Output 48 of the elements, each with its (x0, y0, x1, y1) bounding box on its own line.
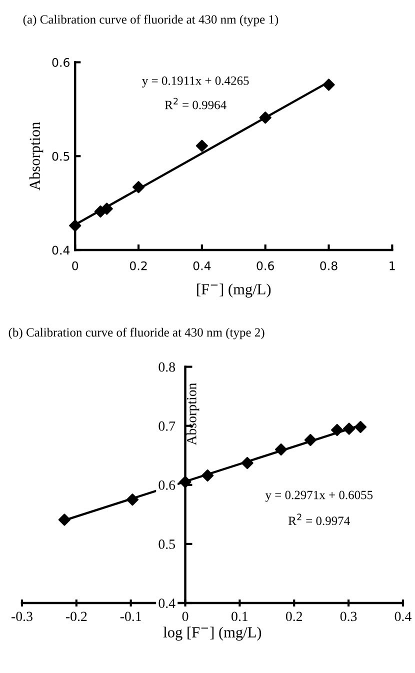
x-tick-label: 0.8 (320, 261, 338, 270)
point (354, 420, 367, 434)
y-tick-label: 0.4 (52, 246, 70, 255)
point (343, 422, 356, 435)
point (304, 434, 317, 446)
point (100, 202, 113, 215)
x-axis-title: [F$^{−}$] (mg/L) (197, 284, 271, 298)
point (202, 469, 214, 482)
y-tick-label: 0.8 (158, 362, 176, 372)
y-tick-label: 0.5 (158, 540, 176, 549)
point (132, 181, 145, 194)
x-tick-label: 0.1 (232, 612, 248, 622)
chart-title: (a) Calibration curve of fluoride at 430 nm (type 1) (23, 14, 278, 26)
x-tick-label: 0.3 (340, 612, 357, 622)
y-tick-label: 0.6 (158, 480, 176, 490)
chart-title: (b) Calibration curve of fluoride at 430 nm (type 2) (8, 328, 264, 340)
x-tick-label: 0.4 (394, 612, 412, 622)
point (331, 424, 344, 436)
annotation: y = 0.1911x + 0.4265 (142, 76, 249, 88)
x-tick-label: 0.4 (193, 261, 211, 270)
y-tick-label: 0.4 (158, 598, 176, 608)
x-tick-label: 0.6 (256, 261, 274, 270)
point (126, 494, 139, 506)
y-axis-title: Absorption (186, 382, 200, 446)
annotation: R$^{2}$ = 0.9974 (288, 514, 350, 526)
x-axis-title: log [F$^{−}$] (mg/L) (163, 626, 262, 641)
point (241, 456, 254, 470)
y-tick-label: 0.5 (52, 152, 70, 161)
y-tick-label: 0.7 (158, 421, 176, 431)
point (58, 514, 71, 526)
x-tick-label: -0.1 (120, 612, 142, 622)
x-tick-label: 1 (390, 261, 395, 270)
point (179, 476, 192, 488)
point (196, 140, 208, 152)
x-tick-label: 0 (182, 612, 188, 622)
point (322, 78, 335, 91)
y-axis-title: Absorption (29, 122, 44, 190)
x-tick-label: 0.2 (130, 261, 147, 270)
x-tick-label: -0.3 (12, 612, 32, 622)
point (259, 112, 272, 124)
point (69, 220, 82, 232)
x-tick-label: 0 (72, 261, 78, 270)
annotation: R$^{2}$ = 0.9964 (164, 98, 226, 110)
x-tick-label: 0.2 (286, 612, 302, 622)
point (274, 443, 288, 456)
x-tick-label: -0.2 (66, 612, 87, 622)
annotation: y = 0.2971x + 0.6055 (265, 490, 373, 502)
y-tick-label: 0.6 (52, 58, 70, 67)
